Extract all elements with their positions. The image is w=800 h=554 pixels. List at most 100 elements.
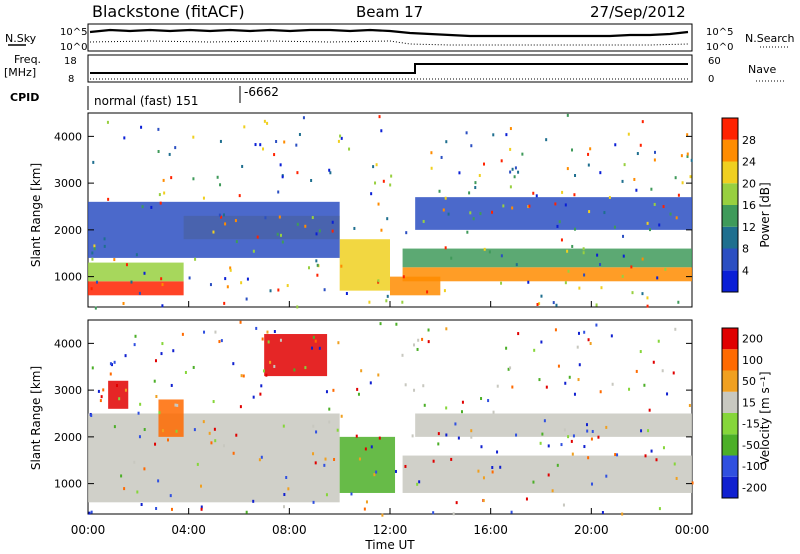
velocity-speckle (525, 497, 528, 501)
velocity-speckle (505, 346, 508, 350)
power-speckle (259, 143, 262, 147)
power-ytick-label: 3000 (54, 177, 82, 190)
velocity-speckle (124, 388, 127, 392)
velocity-speckle (647, 429, 650, 433)
power-speckle (426, 290, 429, 294)
velocity-speckle (379, 322, 382, 326)
power-speckle (377, 202, 380, 206)
power-speckle (103, 237, 106, 241)
velocity-speckle (170, 383, 173, 387)
velocity-speckle (193, 428, 196, 432)
power-speckle (509, 127, 512, 131)
velocity-speckle (324, 457, 327, 461)
velocity-speckle (155, 394, 158, 398)
power-speckle (571, 244, 574, 248)
power-speckle (377, 279, 380, 283)
velocity-speckle (547, 444, 550, 448)
nave-label: Nave (748, 63, 776, 76)
velocity-speckle (124, 354, 127, 358)
velocity-speckle (432, 511, 435, 515)
velocity-speckle (293, 368, 296, 372)
velocity-speckle (564, 381, 567, 385)
power-speckle (674, 176, 677, 180)
velocity-speckle (214, 439, 217, 443)
velocity-speckle (652, 360, 655, 364)
x-tick-label: 16:00 (473, 523, 508, 537)
velocity-speckle (266, 330, 269, 334)
velocity-speckle (411, 434, 414, 438)
velocity-speckle (262, 369, 265, 373)
station-title: Blackstone (fitACF) (92, 2, 245, 21)
velocity-speckle (539, 441, 542, 445)
power-speckle (450, 256, 453, 260)
power-speckle (311, 216, 314, 220)
velocity-speckle (373, 473, 376, 477)
power-speckle (90, 287, 93, 291)
velocity-speckle (172, 349, 175, 353)
velocity-colorbar-swatch (722, 349, 738, 371)
velocity-speckle (601, 510, 604, 514)
power-speckle (163, 191, 166, 195)
power-speckle (465, 131, 468, 135)
velocity-speckle (218, 340, 221, 344)
velocity-speckle (437, 442, 440, 446)
power-speckle (316, 263, 319, 267)
velocity-colorbar-label: Velocity [m s⁻¹] (758, 371, 772, 464)
power-speckle (472, 217, 475, 221)
power-speckle (340, 264, 343, 268)
power-speckle (353, 226, 356, 230)
power-speckle (138, 291, 141, 295)
velocity-speckle (245, 510, 248, 514)
velocity-speckle (395, 322, 398, 326)
velocity-speckle (510, 510, 513, 514)
power-speckle (492, 133, 495, 137)
velocity-speckle (357, 392, 360, 396)
velocity-speckle (577, 331, 580, 335)
velocity-speckle (568, 375, 571, 379)
power-speckle (370, 192, 373, 196)
power-speckle (339, 134, 342, 138)
velocity-speckle (239, 320, 242, 324)
velocity-speckle (480, 445, 483, 449)
velocity-speckle (418, 480, 421, 484)
power-colorbar-tick: 16 (742, 199, 756, 212)
velocity-speckle (113, 425, 116, 429)
velocity-speckle (283, 505, 286, 509)
power-speckle (556, 224, 559, 228)
velocity-speckle (212, 400, 215, 404)
velocity-speckle (157, 479, 160, 483)
velocity-speckle (643, 383, 646, 387)
power-speckle (295, 143, 298, 147)
velocity-speckle (158, 411, 161, 415)
velocity-speckle (666, 392, 669, 396)
velocity-speckle (100, 395, 103, 399)
freq-series (90, 63, 688, 74)
velocity-speckle (273, 364, 276, 368)
velocity-speckle (605, 474, 608, 478)
power-speckle (517, 170, 520, 174)
power-speckle (444, 196, 447, 200)
power-speckle (511, 167, 514, 171)
power-speckle (266, 121, 269, 125)
power-speckle (140, 125, 143, 129)
velocity-band-5 (415, 413, 692, 437)
velocity-speckle (169, 494, 172, 498)
velocity-speckle (279, 338, 282, 342)
velocity-colorbar-tick: -100 (742, 460, 767, 473)
velocity-speckle (562, 503, 565, 507)
velocity-speckle (381, 513, 384, 517)
power-speckle (686, 133, 689, 137)
power-speckle (686, 152, 689, 156)
power-yticks: 1000 2000 3000 4000 (54, 130, 692, 284)
power-speckle (500, 254, 503, 258)
velocity-speckle (261, 337, 264, 341)
velocity-speckle (181, 332, 184, 336)
power-speckle (296, 305, 299, 309)
power-speckle (587, 163, 590, 167)
power-speckle (653, 158, 656, 162)
power-speckle (540, 294, 543, 298)
velocity-speckle (356, 387, 359, 391)
velocity-speckle (639, 350, 642, 354)
power-speckle (168, 152, 171, 156)
